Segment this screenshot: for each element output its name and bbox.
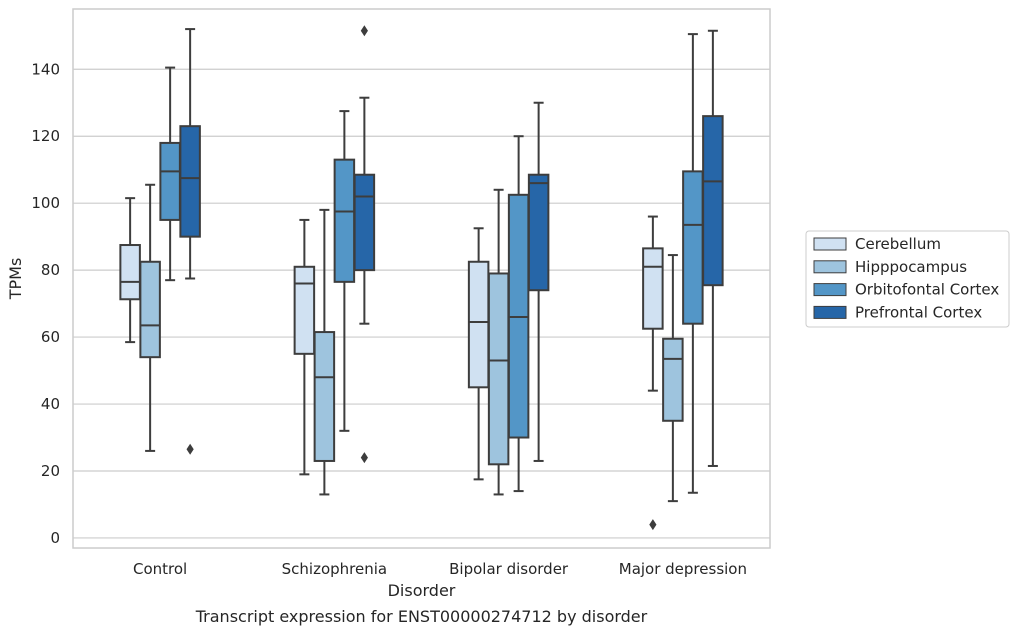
legend-swatch (813, 260, 847, 274)
x-tick-labels: Control Schizophrenia Bipolar disorder Majo… (133, 560, 747, 578)
box-prefrontal-cortex (702, 29, 724, 467)
gridlines (73, 68, 770, 539)
legend: Cerebellum Hipppocampus Orbitofontal Corte… (805, 230, 1010, 328)
box-iqr (467, 260, 490, 389)
box-iqr (642, 247, 664, 330)
x-tick-label: Bipolar disorder (449, 560, 569, 578)
box-orbitofontal-cortex (159, 66, 181, 282)
y-axis-label: TPMs (6, 258, 25, 301)
y-tick-label: 60 (41, 328, 60, 346)
legend-label: Prefrontal Cortex (855, 303, 982, 321)
x-axis-label: Disorder (388, 581, 456, 600)
y-tick-label: 20 (41, 462, 60, 480)
legend-label: Hipppocampus (855, 258, 967, 276)
box-hipppocampus (139, 183, 161, 452)
box-cerebellum (467, 227, 490, 481)
outlier-point (186, 443, 194, 455)
legend-frame (805, 230, 1010, 328)
legend-item: Orbitofontal Cortex (813, 281, 999, 299)
chart-caption: Transcript expression for ENST0000027471… (195, 607, 648, 626)
y-tick-labels: 0 20 40 60 80 100 120 140 (31, 60, 60, 547)
box-iqr (333, 158, 356, 283)
box-iqr (293, 265, 316, 355)
box-iqr (139, 260, 161, 359)
box-hipppocampus (313, 208, 336, 496)
outlier-point (360, 25, 368, 37)
x-tick-label: Control (133, 560, 187, 578)
y-tick-label: 40 (41, 395, 60, 413)
y-tick-label: 140 (31, 60, 60, 78)
y-tick-label: 100 (31, 194, 60, 212)
box-prefrontal-cortex (353, 25, 376, 464)
box-iqr (487, 272, 510, 466)
box-prefrontal-cortex (527, 101, 550, 462)
box-orbitofontal-cortex (682, 33, 704, 494)
legend-item: Cerebellum (813, 235, 941, 253)
legend-swatch (813, 305, 847, 319)
box-hipppocampus (662, 254, 684, 503)
x-tick-label: Schizophrenia (282, 560, 387, 578)
y-tick-label: 120 (31, 127, 60, 145)
box-cerebellum (119, 197, 141, 344)
legend-swatch (813, 283, 847, 297)
box-prefrontal-cortex (179, 28, 201, 455)
box-iqr (662, 337, 684, 422)
box-cerebellum (642, 215, 664, 531)
legend-item: Hipppocampus (813, 258, 967, 276)
box-iqr (159, 141, 181, 221)
x-tick-label: Major depression (619, 560, 747, 578)
box-orbitofontal-cortex (507, 135, 530, 493)
box-cerebellum (293, 218, 316, 476)
outlier-point (360, 452, 368, 464)
legend-item: Prefrontal Cortex (813, 303, 982, 321)
box-iqr (353, 173, 376, 272)
plot-frame (72, 8, 771, 549)
legend-swatch (813, 237, 847, 251)
y-tick-label: 80 (41, 261, 60, 279)
box-iqr (702, 115, 724, 287)
box-plots (119, 25, 724, 531)
y-tick-label: 0 (50, 529, 60, 547)
box-iqr (313, 331, 336, 462)
outlier-point (649, 519, 657, 531)
box-iqr (527, 173, 550, 292)
box-iqr (179, 125, 201, 238)
box-iqr (119, 244, 141, 301)
box-iqr (682, 170, 704, 325)
box-hipppocampus (487, 188, 510, 496)
box-orbitofontal-cortex (333, 110, 356, 432)
legend-label: Cerebellum (855, 235, 941, 253)
legend-label: Orbitofontal Cortex (855, 281, 999, 299)
